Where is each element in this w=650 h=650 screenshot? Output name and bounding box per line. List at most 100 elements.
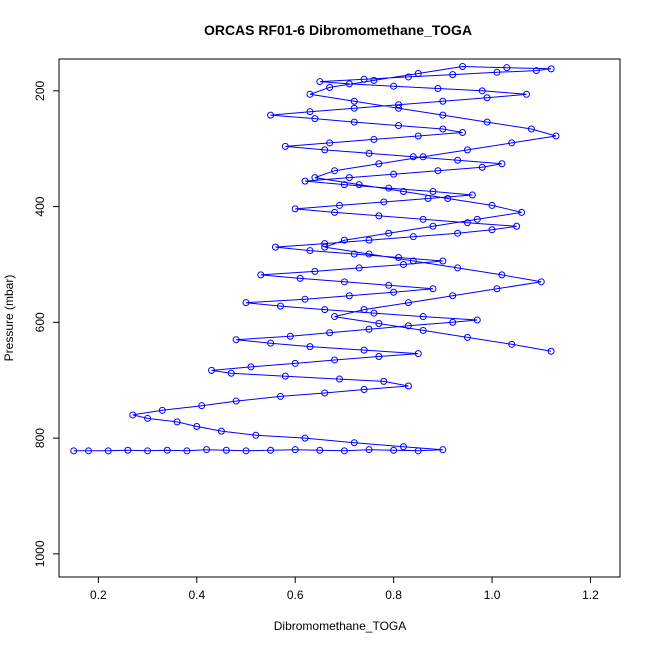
data-point: [340, 181, 348, 189]
data-point: [331, 167, 339, 175]
data-point: [419, 153, 427, 161]
data-point: [478, 163, 486, 171]
data-point: [439, 257, 447, 265]
y-axis: 200 400 600 800 1000: [33, 81, 59, 567]
data-point: [429, 222, 437, 230]
data-point: [483, 94, 491, 102]
data-point: [468, 191, 476, 199]
y-tick-label: 600: [33, 312, 47, 332]
data-point: [409, 233, 417, 241]
data-point: [380, 198, 388, 206]
data-point: [365, 250, 373, 258]
data-point: [311, 174, 319, 182]
data-point: [227, 369, 235, 377]
data-point: [340, 278, 348, 286]
data-point: [483, 118, 491, 126]
data-point: [173, 418, 181, 426]
data-point: [272, 243, 280, 251]
data-point: [375, 160, 383, 168]
data-point: [242, 299, 250, 307]
data-point: [267, 339, 275, 347]
data-point: [385, 229, 393, 237]
data-point: [306, 343, 314, 351]
data-point: [404, 299, 412, 307]
data-point: [463, 146, 471, 154]
data-point: [158, 406, 166, 414]
data-point: [395, 254, 403, 262]
data-point: [350, 118, 358, 126]
y-axis-label: Pressure (mbar): [2, 275, 16, 362]
data-point: [336, 375, 343, 383]
data-point: [454, 156, 462, 164]
data-point: [449, 292, 457, 300]
data-point: [395, 104, 403, 112]
x-tick-label: 0.2: [90, 588, 107, 602]
data-point: [331, 208, 339, 216]
data-point: [267, 111, 275, 119]
data-point: [414, 132, 422, 140]
data-point: [439, 111, 447, 119]
data-point: [85, 447, 93, 455]
data-point: [247, 363, 255, 371]
data-point: [488, 201, 496, 209]
data-point: [508, 340, 516, 348]
data-point: [301, 295, 309, 303]
data-point: [340, 447, 348, 455]
data-point: [350, 250, 358, 258]
data-point: [473, 316, 481, 324]
data-point: [493, 285, 501, 293]
data-point: [326, 83, 334, 91]
data-point: [311, 267, 319, 275]
data-point: [345, 80, 353, 88]
data-point: [316, 78, 324, 86]
data-point: [404, 73, 412, 81]
data-point: [345, 292, 353, 300]
data-point: [488, 226, 496, 234]
data-point: [316, 446, 324, 454]
data-point: [375, 352, 383, 360]
data-point: [360, 75, 368, 83]
data-point: [340, 236, 348, 244]
data-point: [286, 332, 294, 340]
data-point: [404, 322, 412, 330]
data-point: [208, 366, 216, 374]
x-tick-label: 0.8: [385, 588, 402, 602]
data-point: [439, 446, 447, 454]
data-point: [365, 446, 373, 454]
data-point: [419, 326, 427, 334]
data-point: [414, 350, 422, 358]
data-point: [449, 71, 457, 79]
data-point: [365, 325, 373, 333]
data-point: [493, 68, 501, 76]
data-point: [345, 174, 353, 182]
data-point: [281, 372, 289, 380]
data-point: [124, 446, 132, 454]
data-point: [267, 446, 275, 454]
data-point: [321, 240, 329, 248]
x-axis-label: Dibromomethane_TOGA: [274, 619, 407, 633]
data-point: [439, 97, 447, 105]
data-point: [365, 149, 373, 157]
data-point: [434, 85, 442, 93]
y-tick-label: 400: [33, 196, 47, 216]
data-point: [350, 439, 358, 447]
data-point: [375, 212, 383, 220]
data-point: [399, 260, 407, 268]
data-point: [291, 205, 299, 213]
data-point: [547, 65, 555, 73]
data-point: [454, 264, 462, 272]
data-point: [409, 257, 417, 265]
x-tick-label: 1.2: [582, 588, 599, 602]
data-point: [375, 319, 383, 327]
data-point: [326, 329, 334, 337]
data-point: [198, 402, 206, 410]
y-tick-label: 1000: [33, 540, 47, 567]
data-point: [390, 170, 398, 178]
data-point: [513, 222, 521, 230]
data-point: [365, 236, 373, 244]
data-point: [350, 97, 358, 105]
y-tick-label: 800: [33, 428, 47, 448]
data-point: [183, 447, 191, 455]
data-point: [395, 101, 403, 109]
data-point: [232, 336, 240, 344]
